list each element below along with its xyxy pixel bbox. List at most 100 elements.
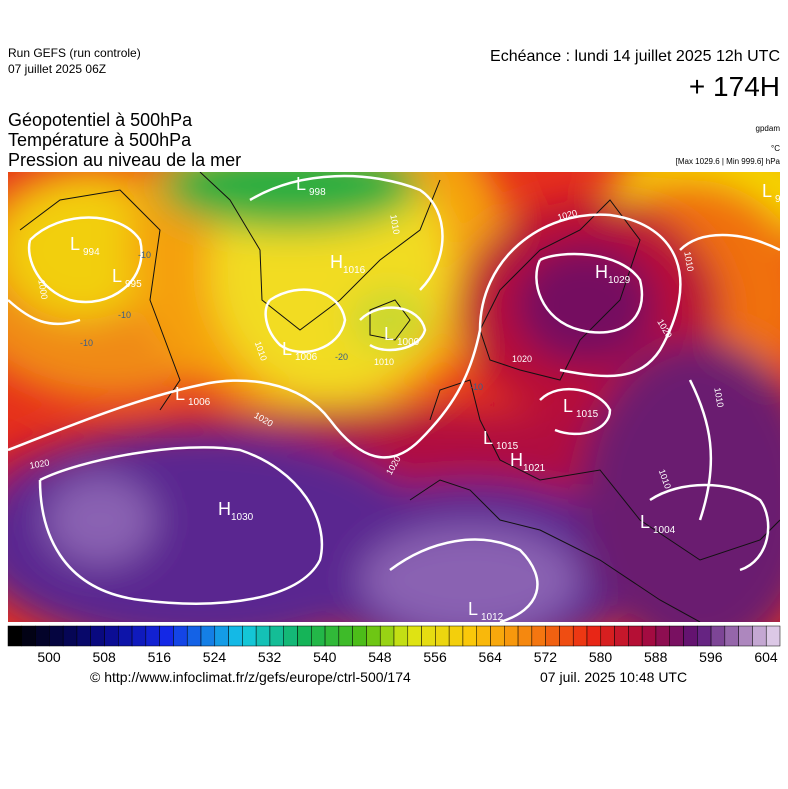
- pressure-center-value: 995: [125, 279, 142, 290]
- colorbar-swatch: [462, 625, 477, 647]
- unit: [Max 1029.6 | Min 999.6] hPa: [676, 157, 781, 166]
- isobar-label: 1020: [512, 354, 532, 364]
- colorbar-swatch: [269, 625, 284, 647]
- colorbar-swatch: [379, 625, 395, 647]
- pressure-center-type: L: [296, 174, 306, 194]
- title: Géopotentiel à 500hPa: [8, 110, 193, 130]
- colorbar-tick-label: 540: [313, 649, 337, 665]
- colorbar-swatch: [49, 625, 64, 647]
- colorbar-swatch: [517, 625, 533, 647]
- temperature-label: -10: [138, 250, 151, 260]
- pressure-center-type: L: [112, 266, 122, 286]
- colorbar-swatch: [90, 625, 105, 647]
- temperature-label: -10: [470, 382, 483, 392]
- colorbar-swatch: [311, 625, 326, 647]
- colorbar-swatch: [186, 625, 202, 647]
- colorbar-swatch: [683, 625, 698, 647]
- colorbar-swatch: [352, 625, 367, 647]
- pressure-center-type: L: [640, 512, 650, 532]
- pressure-center-value: 1012: [481, 612, 504, 623]
- colorbar-swatch: [421, 625, 436, 647]
- colorbar-tick-label: 588: [644, 649, 668, 665]
- colorbar-swatch: [283, 625, 298, 647]
- temperature-label: -10: [80, 338, 93, 348]
- pressure-center-type: H: [218, 499, 231, 519]
- isobar-label: 1010: [712, 387, 725, 408]
- colorbar-swatch: [104, 625, 119, 647]
- pressure-center-type: L: [282, 339, 292, 359]
- title: Pression au niveau de la mer: [8, 150, 241, 170]
- colorbar: 500 508 516 524 532 540 548 556 564 572 580 588 596 6…: [7, 625, 781, 665]
- colorbar-swatch: [655, 625, 670, 647]
- isobar-label: 1010: [682, 251, 695, 272]
- run-label: Run GEFS (run controle): [8, 46, 141, 60]
- colorbar-swatch: [145, 625, 160, 647]
- colorbar-swatch: [448, 625, 464, 647]
- colorbar-swatch: [710, 625, 726, 647]
- isobar-label: 1020: [29, 457, 50, 470]
- pressure-center-type: H: [595, 262, 608, 282]
- colorbar-swatch: [118, 625, 133, 647]
- colorbar-swatch: [490, 625, 505, 647]
- colorbar-swatch: [545, 625, 560, 647]
- colorbar-swatch: [255, 625, 271, 647]
- colorbar-swatch: [724, 625, 739, 647]
- colorbar-tick-label: 580: [589, 649, 613, 665]
- colorbar-tick-label: 500: [37, 649, 61, 665]
- colorbar-swatch: [628, 625, 643, 647]
- colorbar-swatch: [324, 625, 340, 647]
- colorbar-swatch: [697, 625, 712, 647]
- colorbar-tick-label: 548: [368, 649, 392, 665]
- colorbar-swatch: [476, 625, 491, 647]
- colorbar-tick-label: 596: [699, 649, 723, 665]
- colorbar-swatch: [586, 625, 602, 647]
- colorbar-swatch: [297, 625, 312, 647]
- colorbar-tick-label: 572: [534, 649, 558, 665]
- footer-url: © http://www.infoclimat.fr/z/gefs/europe…: [90, 669, 411, 685]
- colorbar-swatch: [669, 625, 684, 647]
- colorbar-swatch: [131, 625, 147, 647]
- colorbar-swatch: [614, 625, 629, 647]
- title: Température à 500hPa: [8, 130, 192, 150]
- colorbar-swatch: [366, 625, 381, 647]
- pressure-center-value: 994: [83, 247, 100, 258]
- pressure-center-type: L: [563, 396, 573, 416]
- colorbar-swatch: [531, 625, 546, 647]
- pressure-center-value: 99: [775, 194, 787, 205]
- colorbar-tick-label: 516: [148, 649, 172, 665]
- pressure-center-value: 1006: [188, 397, 211, 408]
- colorbar-swatch: [738, 625, 753, 647]
- colorbar-swatch: [159, 625, 174, 647]
- pressure-center-type: L: [384, 324, 394, 344]
- colorbar-tick-label: 532: [258, 649, 282, 665]
- colorbar-swatch: [76, 625, 91, 647]
- temperature-label: -20: [335, 352, 348, 362]
- colorbar-tick-label: 524: [203, 649, 227, 665]
- pressure-center-type: H: [510, 450, 523, 470]
- pressure-center-value: 1021: [523, 463, 546, 474]
- colorbar-swatch: [435, 625, 450, 647]
- pressure-center-type: H: [330, 252, 343, 272]
- colorbar-swatch: [173, 625, 188, 647]
- pressure-center-type: L: [468, 599, 478, 619]
- colorbar-swatch: [572, 625, 588, 647]
- pressure-center-value: 1016: [343, 265, 366, 276]
- colorbar-tick-label: 564: [479, 649, 503, 665]
- pressure-center-value: 998: [309, 187, 326, 198]
- pressure-center-value: 1030: [231, 512, 254, 523]
- colorbar-swatch: [559, 625, 574, 647]
- run-date: 07 juillet 2025 06Z: [8, 62, 106, 76]
- colorbar-swatch: [62, 625, 78, 647]
- pressure-center-value: 1015: [496, 441, 519, 452]
- pressure-center-value: 1015: [576, 409, 599, 420]
- colorbar-tick-label: 556: [423, 649, 447, 665]
- unit: gpdam: [756, 124, 781, 133]
- pressure-center-value: 1000: [397, 337, 420, 348]
- colorbar-swatch: [752, 625, 767, 647]
- isobar-label: 1000: [36, 279, 49, 300]
- colorbar-tick-label: 604: [754, 649, 778, 665]
- temperature-label: -10: [118, 310, 131, 320]
- pressure-center-value: 1004: [653, 525, 676, 536]
- colorbar-swatch: [765, 625, 781, 647]
- footer-issued: 07 juil. 2025 10:48 UTC: [540, 669, 687, 685]
